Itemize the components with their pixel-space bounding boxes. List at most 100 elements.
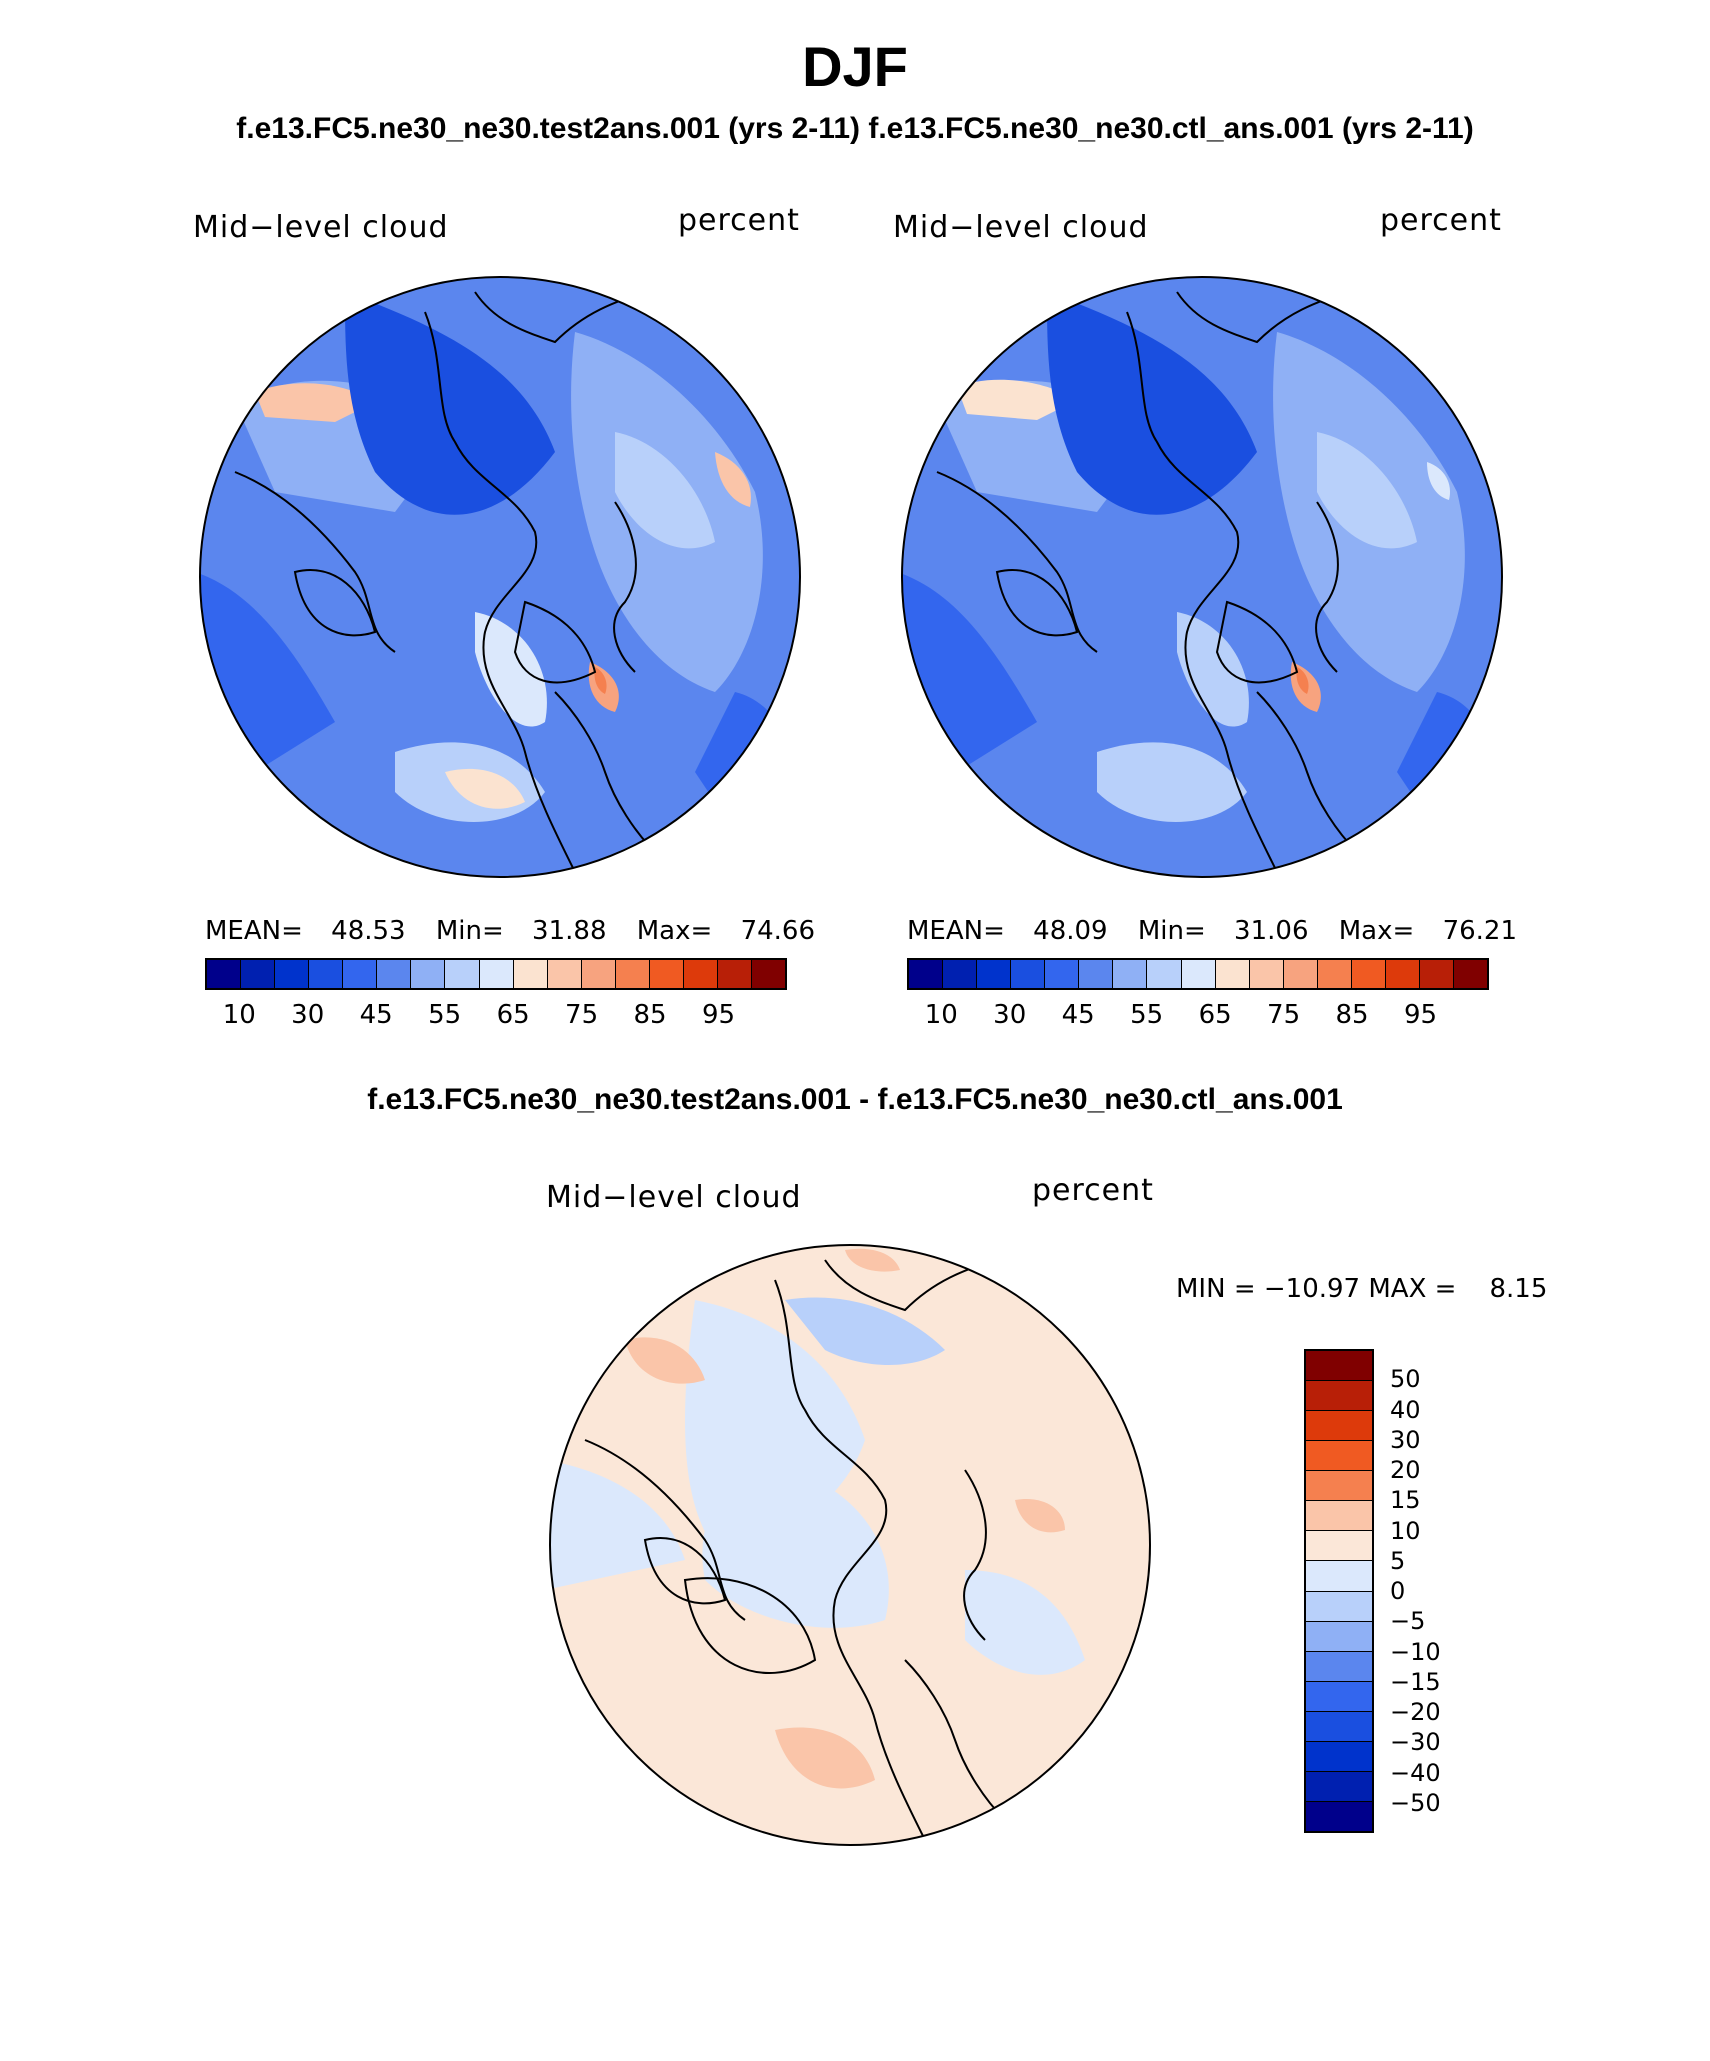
colorbar-swatch (943, 960, 978, 988)
panel1-min: 31.88 (532, 916, 607, 946)
colorbar-swatch (1306, 1771, 1372, 1802)
colorbar-swatch (309, 960, 344, 988)
colorbar-swatch (1306, 1471, 1372, 1502)
polar-map-test (199, 276, 801, 878)
polar-map-difference (549, 1244, 1151, 1846)
colorbar-swatch (1306, 1411, 1372, 1442)
colorbar-swatch (207, 960, 242, 988)
colorbar-swatch (1385, 960, 1420, 988)
colorbar-tick-label: 65 (1198, 1000, 1232, 1030)
colorbar-swatch (1317, 960, 1352, 988)
colorbar-tick-label: 40 (1390, 1395, 1421, 1424)
colorbar-tick-label: 20 (1390, 1456, 1421, 1484)
colorbar-panel1 (205, 958, 787, 990)
panel1-mean-label: MEAN= (205, 916, 303, 946)
main-title: DJF (802, 35, 908, 98)
colorbar-tick-label: −50 (1390, 1788, 1441, 1817)
colorbar-swatch (1306, 1681, 1372, 1712)
panel2-mean: 48.09 (1033, 916, 1108, 946)
colorbar-swatch (683, 960, 718, 988)
polar-map-control (901, 276, 1503, 878)
colorbar-tick-label: 45 (1061, 1000, 1095, 1030)
colorbar-tick-label: 65 (496, 1000, 530, 1030)
colorbar-tick-label: 75 (1267, 1000, 1301, 1030)
colorbar-tick-label: −10 (1390, 1637, 1441, 1666)
colorbar-tick-label: −40 (1390, 1758, 1441, 1787)
colorbar-panel2 (907, 958, 1489, 990)
colorbar-swatch (241, 960, 276, 988)
colorbar-tick-label: 50 (1390, 1365, 1421, 1394)
colorbar-swatch (513, 960, 548, 988)
colorbar-swatch (1283, 960, 1318, 988)
colorbar-swatch (1306, 1591, 1372, 1622)
colorbar-tick-label: −20 (1390, 1698, 1441, 1726)
colorbar-swatch (445, 960, 480, 988)
colorbar-swatch (411, 960, 446, 988)
colorbar-swatch (752, 960, 786, 988)
panel2-min: 31.06 (1234, 916, 1309, 946)
colorbar-tick-label: 30 (1390, 1425, 1421, 1454)
colorbar-tick-label: 85 (1335, 1000, 1369, 1030)
colorbar-swatch (479, 960, 514, 988)
colorbar-swatch (1306, 1621, 1372, 1652)
colorbar-tick-label: 5 (1390, 1546, 1406, 1575)
colorbar-difference (1304, 1349, 1374, 1833)
panel1-max: 74.66 (740, 916, 815, 946)
colorbar-swatch (1419, 960, 1454, 988)
panel1-variable-label: Mid−level cloud (193, 210, 449, 245)
colorbar-swatch (1306, 1741, 1372, 1772)
colorbar-tick-label: 95 (1403, 1000, 1438, 1030)
diff-minmax: MIN = −10.97 MAX = 8.15 (1176, 1274, 1548, 1304)
colorbar-swatch (1079, 960, 1114, 988)
colorbar-swatch (1113, 960, 1148, 988)
colorbar-swatch (343, 960, 378, 988)
colorbar-swatch (1147, 960, 1182, 988)
panel1-mean: 48.53 (331, 916, 406, 946)
colorbar-swatch (1011, 960, 1046, 988)
colorbar-swatch (581, 960, 616, 988)
panel2-stats: MEAN= 48.09 Min= 31.06 Max= 76.21 (907, 916, 1517, 946)
colorbar-swatch (909, 960, 944, 988)
colorbar-tick-label: 15 (1390, 1486, 1421, 1515)
panel1-min-label: Min= (435, 916, 504, 946)
panel1-units-label: percent (678, 203, 800, 238)
colorbar-tick-label: 30 (291, 1000, 325, 1030)
colorbar-swatch (1306, 1381, 1372, 1412)
colorbar-tick-label: 10 (222, 1000, 256, 1030)
colorbar-swatch (1306, 1651, 1372, 1682)
panel2-units-label: percent (1380, 203, 1502, 238)
colorbar-swatch (1249, 960, 1284, 988)
diff-units-label: percent (1032, 1173, 1154, 1208)
colorbar-tick-label: −15 (1390, 1667, 1441, 1696)
panel2-min-label: Min= (1137, 916, 1206, 946)
colorbar-tick-label: 55 (428, 1000, 462, 1030)
subtitle-difference: f.e13.FC5.ne30_ne30.test2ans.001 - f.e13… (367, 1083, 1343, 1116)
colorbar-swatch (649, 960, 684, 988)
colorbar-swatch (1306, 1441, 1372, 1472)
colorbar-swatch (1306, 1531, 1372, 1562)
colorbar-tick-label: −30 (1390, 1728, 1441, 1757)
colorbar-tick-label: 55 (1130, 1000, 1164, 1030)
colorbar-tick-label: 85 (633, 1000, 667, 1030)
subtitle-top: f.e13.FC5.ne30_ne30.test2ans.001 (yrs 2-… (236, 112, 1474, 145)
colorbar-swatch (275, 960, 310, 988)
colorbar-tick-label: 30 (993, 1000, 1027, 1030)
colorbar-swatch (1351, 960, 1386, 988)
panel2-mean-label: MEAN= (907, 916, 1005, 946)
colorbar-swatch (1454, 960, 1488, 988)
colorbar-swatch (1306, 1561, 1372, 1592)
panel1-stats: MEAN= 48.53 Min= 31.88 Max= 74.66 (205, 916, 815, 946)
colorbar-tick-label: 95 (701, 1000, 736, 1030)
colorbar-swatch (1306, 1501, 1372, 1532)
colorbar-panel1-ticks: 10 30 45 55 65 75 85 95 (205, 1000, 787, 1030)
colorbar-swatch (1306, 1711, 1372, 1742)
colorbar-tick-label: −5 (1390, 1607, 1426, 1636)
panel1-max-label: Max= (636, 916, 713, 946)
colorbar-swatch (1306, 1801, 1372, 1831)
colorbar-swatch (615, 960, 650, 988)
colorbar-tick-label: 75 (565, 1000, 599, 1030)
colorbar-tick-label: 10 (924, 1000, 958, 1030)
colorbar-panel2-ticks: 10 30 45 55 65 75 85 95 (907, 1000, 1489, 1030)
colorbar-swatch (1306, 1351, 1372, 1382)
diff-variable-label: Mid−level cloud (546, 1180, 802, 1215)
